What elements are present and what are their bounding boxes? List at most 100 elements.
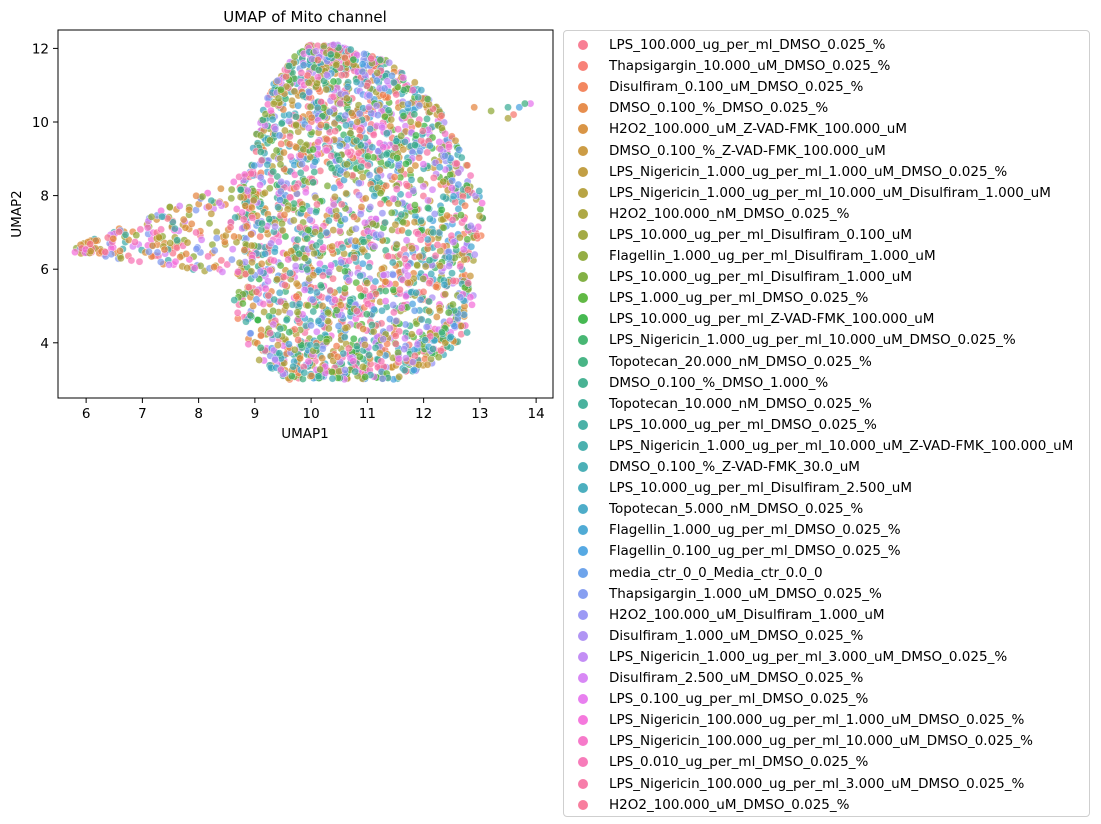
scatter-point [431, 251, 440, 260]
scatter-point [451, 136, 460, 145]
scatter-point [463, 328, 471, 337]
scatter-point [273, 172, 282, 181]
scatter-point [355, 109, 364, 118]
scatter-point [135, 257, 144, 266]
scatter-point [361, 194, 370, 203]
scatter-point [247, 230, 256, 239]
scatter-point [377, 230, 385, 239]
scatter-point [436, 262, 445, 270]
scatter-point [438, 328, 446, 337]
scatter-point [367, 54, 375, 63]
scatter-point [239, 215, 248, 224]
scatter-point [343, 82, 352, 91]
legend-label: DMSO_0.100_%_Z-VAD-FMK_100.000_uM [609, 142, 886, 159]
scatter-point [343, 135, 352, 144]
scatter-point [419, 274, 428, 283]
x-tick-label: 6 [82, 406, 91, 422]
scatter-point [403, 262, 412, 271]
scatter-point [416, 176, 425, 184]
scatter-point [247, 241, 256, 250]
scatter-point [210, 246, 219, 255]
scatter-point [397, 303, 406, 312]
scatter-point [285, 140, 294, 148]
scatter-point [344, 344, 353, 353]
scatter-point [238, 299, 247, 308]
scatter-point [292, 112, 300, 121]
scatter-point [330, 184, 339, 192]
scatter-point [327, 164, 336, 172]
scatter-point [329, 274, 337, 283]
legend-label: LPS_10.000_ug_per_ml_Disulfiram_1.000_uM [609, 269, 912, 286]
scatter-point [121, 230, 130, 239]
scatter-point [175, 202, 184, 210]
scatter-point [393, 154, 401, 162]
scatter-point [336, 99, 345, 108]
legend-label: Disulfiram_2.500_uM_DMSO_0.025_% [609, 670, 864, 686]
scatter-point [372, 101, 381, 110]
scatter-point [132, 231, 141, 240]
scatter-point [290, 52, 299, 61]
scatter-point [342, 121, 350, 130]
legend: LPS_100.000_ug_per_ml_DMSO_0.025_% Thapsi… [563, 30, 1090, 817]
scatter-point [312, 47, 320, 56]
legend-label: LPS_Nigericin_1.000_ug_per_ml_1.000_uM_D… [609, 163, 1008, 180]
scatter-point [446, 333, 455, 341]
legend-marker [578, 166, 588, 177]
scatter-point [396, 285, 404, 294]
scatter-point [274, 237, 283, 246]
x-tick-label: 8 [194, 406, 203, 422]
scatter-point [290, 87, 299, 96]
scatter-point [439, 223, 448, 232]
scatter-point [261, 284, 270, 293]
legend-marker [578, 82, 588, 93]
legend-marker [578, 40, 588, 50]
scatter-point [406, 117, 415, 126]
scatter-point [304, 301, 312, 310]
scatter-point [217, 184, 225, 193]
scatter-point [408, 244, 416, 253]
scatter-point [343, 160, 351, 169]
legend-marker [578, 61, 588, 72]
legend-marker [578, 251, 588, 261]
scatter-point [401, 354, 410, 363]
scatter-point [437, 346, 445, 355]
scatter-point [261, 189, 269, 197]
scatter-point [326, 286, 335, 295]
scatter-point [259, 300, 268, 308]
scatter-point [257, 259, 266, 268]
scatter-point [305, 88, 314, 97]
legend-marker [578, 356, 588, 367]
scatter-point [356, 271, 365, 280]
scatter-point [461, 201, 469, 210]
scatter-point [171, 224, 179, 233]
scatter-point [463, 235, 472, 244]
scatter-point [466, 293, 475, 302]
scatter-point [309, 307, 318, 316]
scatter-point [376, 56, 385, 64]
scatter-point [284, 255, 293, 264]
scatter-point [256, 343, 265, 352]
scatter-point [314, 56, 322, 64]
scatter-point [449, 238, 458, 246]
scatter-point [300, 286, 309, 294]
scatter-point [288, 300, 297, 309]
scatter-point [265, 215, 274, 223]
scatter-point [136, 225, 145, 234]
scatter-point [515, 103, 524, 112]
scatter-point [366, 203, 375, 211]
scatter-point [455, 145, 463, 154]
scatter-point [276, 187, 285, 196]
scatter-point [309, 145, 317, 154]
scatter-point [311, 228, 320, 236]
scatter-point [355, 179, 363, 188]
scatter-point [192, 191, 201, 200]
scatter-point [314, 138, 322, 146]
scatter-point [409, 358, 417, 366]
scatter-point [456, 293, 465, 302]
scatter-point [341, 324, 350, 332]
scatter-point [325, 268, 333, 276]
scatter-point [444, 308, 453, 317]
scatter-point [414, 120, 423, 129]
scatter-point [449, 300, 457, 309]
scatter-point [231, 213, 240, 222]
